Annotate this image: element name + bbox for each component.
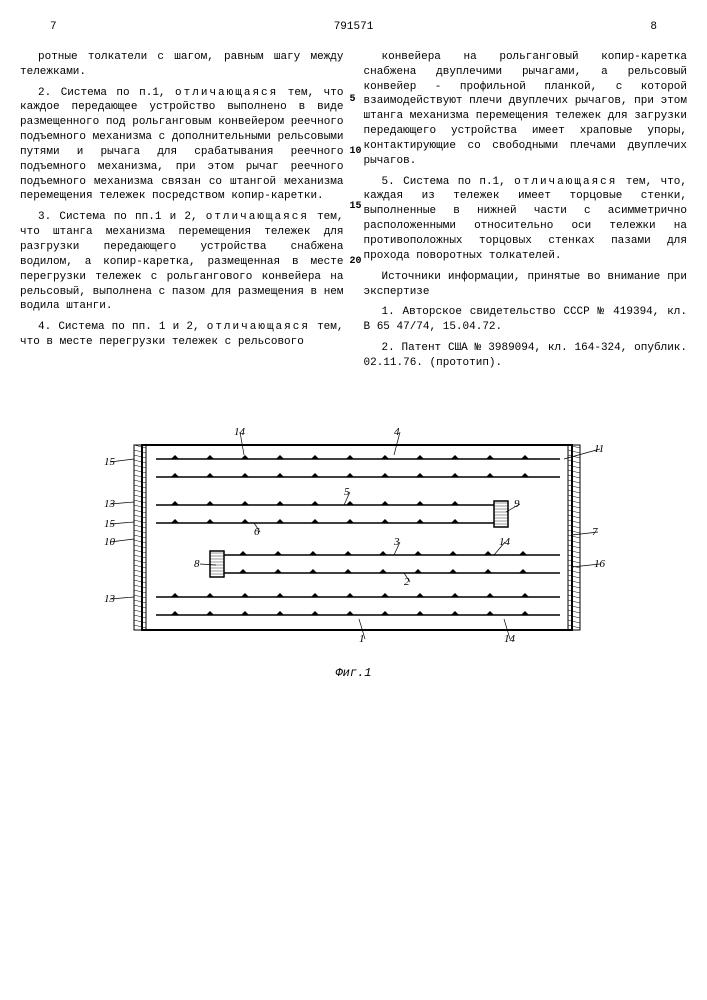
figure-label: 3 [393,536,400,548]
figure-label: 16 [594,558,606,570]
paragraph: Источники информации, принятые во вниман… [364,270,688,300]
page-header: 7 791571 8 [20,20,687,35]
figure-label: 10 [104,536,116,548]
figure-svg: 15 13 15 10 13 14 4 11 5 6 9 7 3 14 16 8 2 1 14 [94,427,614,657]
figure-1: 15 13 15 10 13 14 4 11 5 6 9 7 3 14 16 8 2 1 14 Фиг.1 [20,427,687,681]
right-column: 5101520 конвейера на рольганговый копир-… [364,50,688,377]
figure-label: 11 [594,443,604,455]
paragraph: 2. Система по п.1, отличающаяся тем, что… [20,86,344,205]
figure-label: 1 [359,633,365,645]
text-columns: ротные толкатели с шагом, равным шагу ме… [20,50,687,377]
paragraph: 3. Система по пп.1 и 2, отличающаяся тем… [20,210,344,314]
paragraph: 2. Патент США № 3989094, кл. 164-324, оп… [364,341,688,371]
figure-label: 2 [404,576,410,588]
figure-label: 15 [104,518,116,530]
figure-label: 14 [234,427,246,438]
left-column: ротные толкатели с шагом, равным шагу ме… [20,50,344,377]
page-right: 8 [650,20,657,35]
line-number: 10 [350,145,362,159]
paragraph: ротные толкатели с шагом, равным шагу ме… [20,50,344,80]
line-number: 5 [350,93,356,107]
figure-caption: Фиг.1 [20,665,687,681]
figure-label: 15 [104,456,116,468]
figure-label: 14 [499,536,511,548]
page-left: 7 [50,20,57,35]
paragraph: 4. Система по пп. 1 и 2, отличающаяся те… [20,320,344,350]
figure-label: 7 [592,526,598,538]
figure-label: 13 [104,498,116,510]
page-center: 791571 [334,20,374,35]
figure-label: 13 [104,593,116,605]
line-number: 20 [350,255,362,269]
figure-label: 6 [254,526,260,538]
figure-label: 4 [394,427,400,438]
paragraph: 5. Система по п.1, отличающаяся тем, что… [364,175,688,264]
paragraph: 1. Авторское свидетельство СССР № 419394… [364,305,688,335]
figure-label: 14 [504,633,516,645]
figure-label: 8 [194,558,200,570]
line-number: 15 [350,200,362,214]
figure-label: 9 [514,498,520,510]
figure-label: 5 [344,486,350,498]
paragraph: конвейера на рольганговый копир-каретка … [364,50,688,169]
